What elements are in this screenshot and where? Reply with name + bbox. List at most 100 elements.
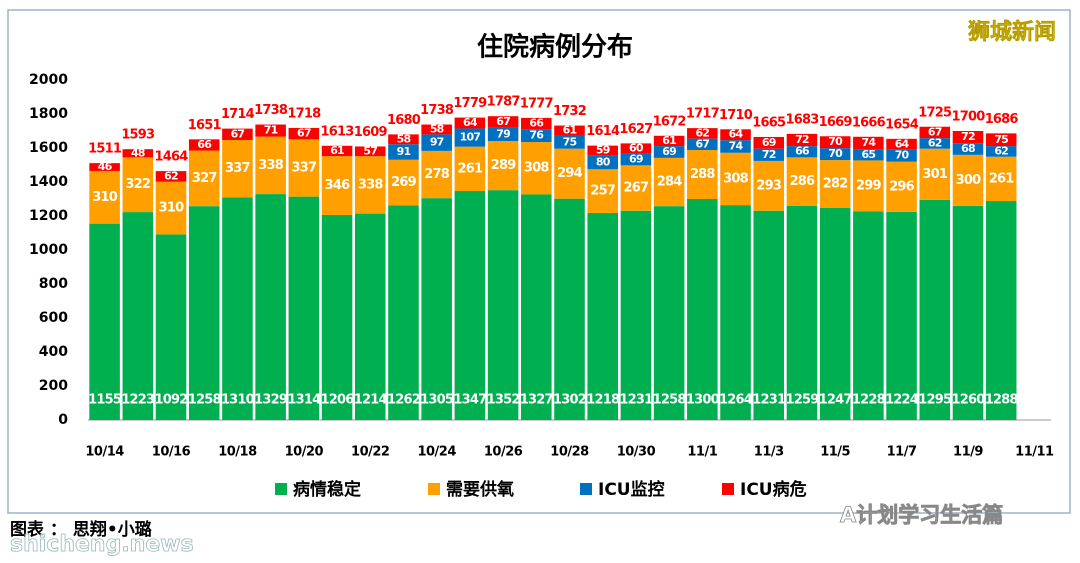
value-label: 75: [994, 133, 1008, 146]
value-label: 70: [895, 149, 910, 162]
value-label: 294: [557, 166, 582, 181]
value-label: 66: [197, 138, 212, 151]
bar-segment: [388, 134, 419, 145]
bar-segment: [421, 198, 452, 420]
value-label: 1295: [918, 393, 952, 408]
total-label: 1725: [918, 105, 952, 120]
total-label: 1654: [885, 117, 919, 132]
value-label: 66: [529, 117, 544, 130]
value-label: 62: [164, 169, 178, 182]
total-label: 1614: [586, 124, 620, 139]
bar-segment: [753, 160, 785, 211]
bar-segment: [89, 170, 120, 224]
total-label: 1738: [420, 103, 454, 118]
value-label: 338: [258, 158, 283, 173]
bar-segment: [354, 146, 386, 157]
value-label: 1329: [254, 393, 288, 408]
value-label: 299: [856, 178, 881, 193]
bar-segment: [554, 125, 585, 136]
x-tick-label: 11/5: [820, 445, 850, 460]
x-tick-label: 10/18: [218, 445, 257, 460]
bar-segment: [753, 210, 785, 420]
value-label: 337: [291, 160, 316, 175]
value-label: 67: [231, 127, 245, 140]
bar-segment: [587, 145, 618, 156]
y-tick-label: 0: [58, 412, 68, 428]
bar-segment: [321, 214, 353, 420]
total-label: 1680: [387, 113, 421, 128]
bar-segment: [454, 117, 486, 129]
bar-segment: [421, 124, 452, 135]
value-label: 1218: [586, 393, 620, 408]
bar-segment: [985, 156, 1017, 202]
total-label: 1464: [155, 150, 189, 165]
bar-segment: [653, 206, 685, 420]
value-label: 91: [397, 145, 411, 158]
value-label: 80: [596, 155, 611, 168]
bar-segment: [388, 144, 419, 160]
value-label: 327: [192, 171, 217, 186]
value-label: 67: [928, 125, 942, 138]
bar-segment: [554, 148, 585, 199]
value-label: 1262: [387, 393, 420, 408]
bar-segment: [720, 205, 751, 420]
value-label: 70: [828, 147, 843, 160]
value-label: 65: [862, 148, 876, 161]
bar-segment: [886, 149, 917, 162]
total-label: 1651: [188, 118, 222, 133]
y-tick-label: 1200: [29, 208, 68, 224]
value-label: 74: [862, 136, 877, 149]
bar-segment: [919, 148, 951, 200]
value-label: 296: [889, 179, 914, 194]
value-label: 257: [590, 184, 615, 199]
value-label: 1314: [287, 393, 321, 408]
bar-segment: [919, 126, 951, 139]
total-label: 1683: [785, 112, 819, 127]
bar-segment: [819, 160, 851, 209]
y-tick-label: 600: [39, 310, 68, 326]
legend-swatch: [722, 483, 734, 495]
bar-segment: [222, 128, 253, 141]
bar-segment: [554, 198, 585, 420]
bar-segment: [886, 161, 917, 212]
bar-segment: [288, 127, 320, 140]
value-label: 278: [424, 167, 449, 182]
bar-segment: [587, 212, 618, 420]
value-label: 282: [823, 177, 848, 192]
bar-segment: [853, 149, 884, 161]
value-label: 61: [330, 144, 344, 157]
total-label: 1669: [819, 115, 853, 130]
value-label: 72: [795, 133, 809, 146]
bar-segment: [388, 159, 419, 206]
y-tick-label: 200: [39, 378, 68, 394]
bar-segment: [886, 138, 917, 150]
y-tick-label: 800: [39, 276, 68, 292]
bar-segment: [487, 190, 519, 420]
total-label: 1777: [520, 96, 554, 111]
value-label: 64: [729, 128, 744, 141]
chart-title: 住院病例分布: [477, 32, 633, 63]
value-label: 107: [460, 131, 481, 144]
x-tick-label: 10/30: [617, 445, 656, 460]
bar-segment: [354, 213, 386, 420]
value-label: 69: [762, 136, 776, 149]
y-tick-label: 400: [39, 344, 68, 360]
x-tick-label: 10/24: [417, 445, 456, 460]
total-label: 1700: [951, 110, 985, 125]
bar-segment: [222, 197, 253, 420]
bar-segment: [620, 165, 652, 211]
value-label: 62: [695, 126, 709, 139]
bar-segment: [952, 131, 984, 144]
value-label: 346: [325, 178, 350, 193]
value-label: 308: [524, 161, 549, 176]
value-label: 1228: [852, 393, 886, 408]
x-tick-label: 11/7: [887, 445, 917, 460]
value-label: 1260: [951, 393, 985, 408]
value-label: 261: [989, 171, 1014, 186]
bar-segment: [620, 153, 652, 166]
bar-segment: [487, 116, 519, 128]
x-tick-label: 10/26: [484, 445, 523, 460]
bar-segment: [222, 140, 253, 198]
